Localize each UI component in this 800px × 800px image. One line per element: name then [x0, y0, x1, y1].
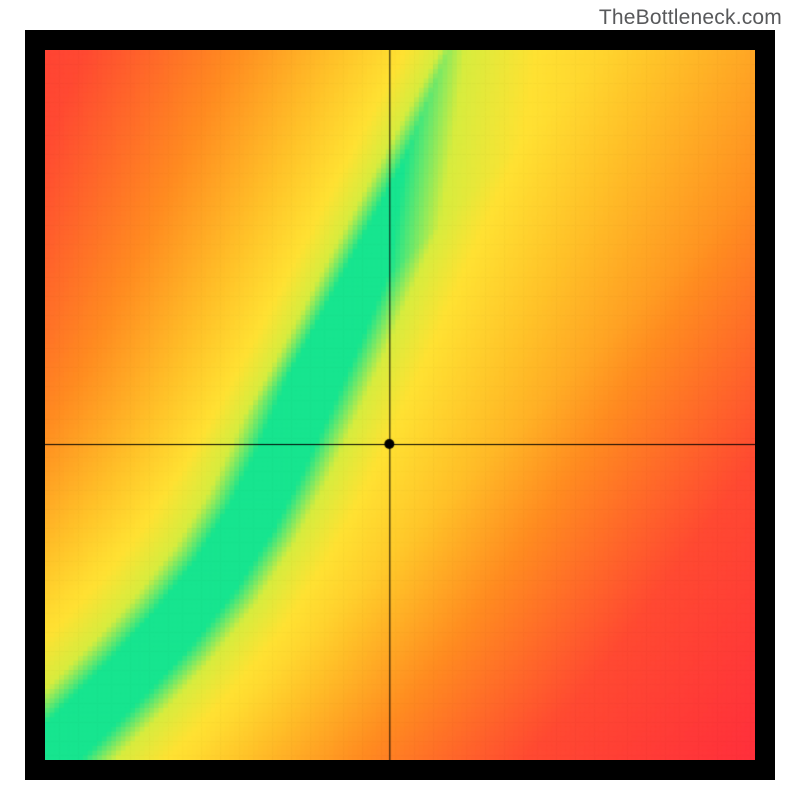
- chart-container: { "source_label": "TheBottleneck.com", "…: [0, 0, 800, 800]
- bottleneck-heatmap-canvas: [45, 50, 755, 760]
- source-attribution-label: TheBottleneck.com: [599, 6, 782, 30]
- plot-black-frame: [25, 30, 775, 780]
